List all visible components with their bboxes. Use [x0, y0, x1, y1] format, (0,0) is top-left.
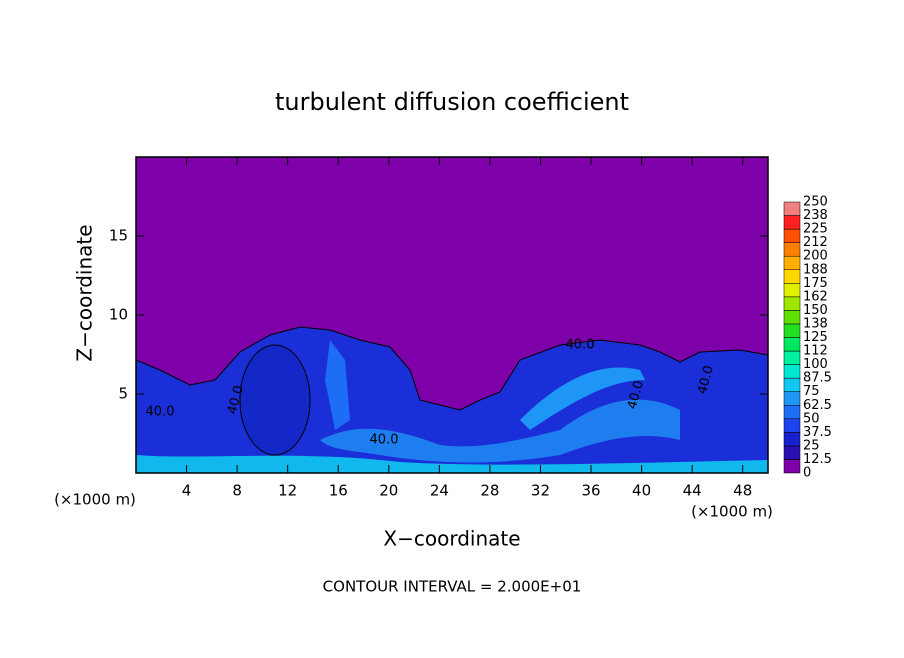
- contour-label: 40.0: [370, 433, 399, 448]
- x-tick-label: 4: [182, 482, 192, 500]
- colorbar-label: 125: [803, 330, 828, 345]
- colorbar-swatch: [783, 377, 801, 392]
- colorbar-swatch: [783, 405, 801, 420]
- colorbar-label: 50: [803, 411, 820, 426]
- colorbar-swatch: [783, 364, 801, 379]
- x-tick-label: 20: [379, 482, 398, 500]
- y-axis-label: Z−coordinate: [73, 224, 97, 361]
- colorbar-label: 138: [803, 316, 828, 331]
- y-tick-label: 10: [109, 306, 128, 324]
- field-region: [325, 340, 350, 430]
- y-tick-label: 15: [109, 227, 128, 245]
- colorbar-label: 75: [803, 384, 820, 399]
- colorbar-label: 238: [803, 208, 828, 223]
- x-tick-label: 40: [632, 482, 651, 500]
- colorbar-swatch: [783, 310, 801, 325]
- colorbar-label: 188: [803, 262, 828, 277]
- colorbar-swatch: [783, 255, 801, 271]
- colorbar-swatch: [783, 228, 801, 243]
- contour-label: 40.0: [625, 379, 647, 411]
- x-unit: (×1000 m): [691, 503, 773, 521]
- x-tick-label: 12: [278, 482, 297, 500]
- x-tick-label: 36: [581, 482, 600, 500]
- x-tick-label: 28: [480, 482, 499, 500]
- colorbar-swatch: [783, 337, 801, 352]
- colorbar-swatch: [783, 242, 801, 257]
- colorbar-label: 25: [803, 438, 820, 453]
- colorbar-swatch: [783, 445, 801, 460]
- contour-label: 40.0: [566, 338, 595, 353]
- colorbar-swatch: [783, 269, 801, 284]
- x-tick-label: 48: [733, 482, 752, 500]
- x-axis-label: X−coordinate: [383, 527, 520, 551]
- colorbar-label: 225: [803, 222, 828, 237]
- colorbar-swatch: [783, 418, 801, 433]
- colorbar-swatch: [783, 432, 801, 447]
- field: [135, 157, 769, 474]
- colorbar-label: 112: [803, 344, 828, 359]
- colorbar-label: 200: [803, 249, 828, 264]
- x-tick-label: 24: [430, 482, 449, 500]
- x-tick-label: 44: [683, 482, 702, 500]
- x-tick-label: 16: [329, 482, 348, 500]
- colorbar-label: 250: [803, 195, 828, 210]
- colorbar-swatch: [783, 459, 801, 474]
- colorbar-label: 150: [803, 303, 828, 318]
- colorbar-label: 62.5: [803, 398, 832, 413]
- contour-label: 40.0: [695, 364, 717, 396]
- colorbar-swatch: [783, 391, 801, 406]
- colorbar-swatch: [783, 215, 801, 230]
- colorbar-swatch: [783, 201, 801, 216]
- chart-title: turbulent diffusion coefficient: [275, 88, 629, 116]
- colorbar-label: 162: [803, 289, 828, 304]
- colorbar-label: 37.5: [803, 425, 832, 440]
- x-tick-label: 32: [531, 482, 550, 500]
- colorbar-label: 100: [803, 357, 828, 372]
- x-unit: (×1000 m): [54, 491, 136, 509]
- colorbar-label: 175: [803, 276, 828, 291]
- x-tick-label: 8: [232, 482, 242, 500]
- field-region: [520, 367, 645, 430]
- colorbar-swatch: [783, 350, 801, 365]
- y-tick-label: 5: [118, 385, 128, 403]
- footer: CONTOUR INTERVAL = 2.000E+01: [323, 578, 582, 596]
- colorbar-label: 12.5: [803, 452, 832, 467]
- colorbar-label: 87.5: [803, 371, 832, 386]
- field-region: [320, 399, 680, 463]
- colorbar-swatch: [783, 296, 801, 311]
- colorbar-label: 212: [803, 235, 828, 250]
- field-region: [239, 344, 311, 456]
- colorbar-swatch: [783, 283, 801, 298]
- colorbar-swatch: [783, 323, 801, 338]
- field-region: [136, 455, 768, 473]
- colorbar-label: 0: [803, 466, 811, 481]
- contour-label: 40.0: [225, 384, 247, 416]
- contour-label: 40.0: [146, 405, 175, 420]
